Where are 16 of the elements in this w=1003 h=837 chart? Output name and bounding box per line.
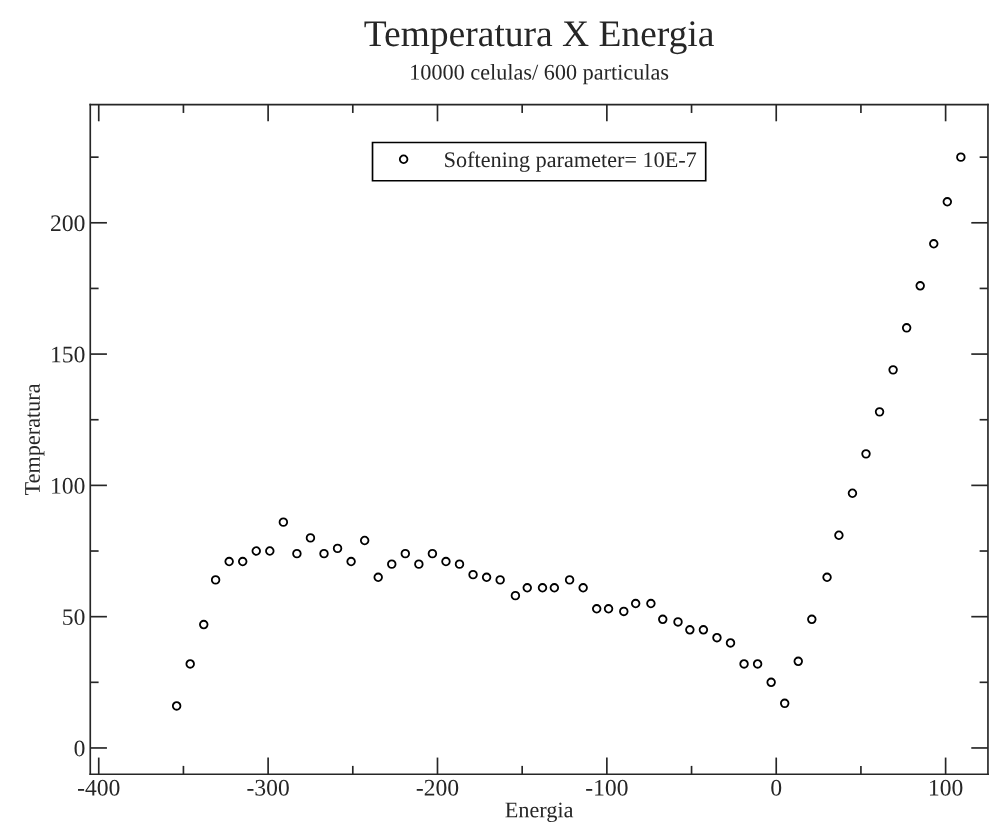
- x-axis-title: Energia: [505, 802, 574, 823]
- y-axis-title: Temperatura: [25, 383, 45, 495]
- x-tick-label: 0: [771, 779, 782, 796]
- y-tick-label: 150: [52, 346, 85, 363]
- y-tick-label: 200: [51, 215, 85, 232]
- x-tick-label: -100: [586, 779, 628, 796]
- y-tick-label: 50: [63, 609, 85, 626]
- y-tick-label: 100: [52, 477, 85, 494]
- x-tick-label: -200: [416, 779, 459, 796]
- x-tick-label: 100: [929, 779, 963, 796]
- x-tick-label: -400: [77, 779, 120, 796]
- chart-title: Temperatura X Energia: [364, 21, 714, 55]
- chart-subtitle: 10000 celulas/ 600 particulas: [411, 64, 669, 85]
- y-tick-label: 0: [74, 740, 85, 757]
- legend-label: Softening parameter= 10E-7: [445, 151, 697, 172]
- x-tick-label: -300: [247, 779, 289, 796]
